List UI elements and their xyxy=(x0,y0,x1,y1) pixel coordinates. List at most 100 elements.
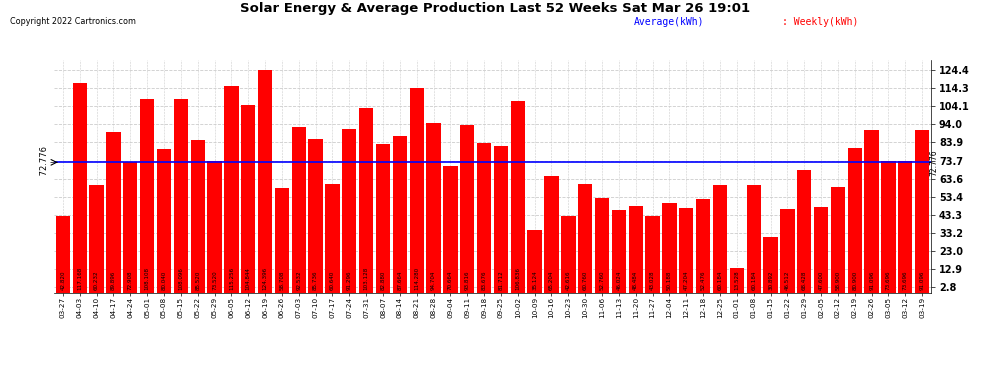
Bar xyxy=(629,206,643,292)
Text: 104.844: 104.844 xyxy=(246,267,250,290)
Text: 80.040: 80.040 xyxy=(161,271,166,290)
Bar xyxy=(915,130,930,292)
Bar xyxy=(343,129,356,292)
Text: 91.096: 91.096 xyxy=(920,270,925,290)
Bar xyxy=(460,125,474,292)
Bar xyxy=(207,161,222,292)
Bar xyxy=(410,88,424,292)
Text: 85.736: 85.736 xyxy=(313,270,318,290)
Text: : Weekly(kWh): : Weekly(kWh) xyxy=(782,17,858,27)
Bar xyxy=(494,146,508,292)
Text: Average(kWh): Average(kWh) xyxy=(634,17,704,27)
Text: 89.896: 89.896 xyxy=(111,271,116,290)
Text: 81.712: 81.712 xyxy=(498,270,504,290)
Text: 91.296: 91.296 xyxy=(346,270,351,290)
Text: 83.676: 83.676 xyxy=(481,270,487,290)
Text: 46.024: 46.024 xyxy=(617,270,622,290)
Text: Copyright 2022 Cartronics.com: Copyright 2022 Cartronics.com xyxy=(10,17,136,26)
Text: 85.520: 85.520 xyxy=(195,270,200,290)
Text: 50.188: 50.188 xyxy=(667,270,672,290)
Bar xyxy=(780,209,795,292)
Text: 42.616: 42.616 xyxy=(566,270,571,290)
Bar xyxy=(713,185,727,292)
Bar xyxy=(847,148,862,292)
Bar xyxy=(797,170,812,292)
Bar xyxy=(173,99,188,292)
Text: 70.664: 70.664 xyxy=(447,270,452,290)
Bar xyxy=(359,108,373,292)
Text: 46.512: 46.512 xyxy=(785,270,790,290)
Bar xyxy=(511,101,525,292)
Text: 30.892: 30.892 xyxy=(768,270,773,290)
Bar xyxy=(696,199,710,292)
Text: 65.204: 65.204 xyxy=(549,270,554,290)
Text: 73.696: 73.696 xyxy=(886,270,891,290)
Bar xyxy=(730,268,744,292)
Bar xyxy=(89,185,104,292)
Bar xyxy=(275,188,289,292)
Bar xyxy=(831,187,845,292)
Bar xyxy=(612,210,626,292)
Text: 93.816: 93.816 xyxy=(464,270,469,290)
Bar xyxy=(763,237,778,292)
Text: 87.664: 87.664 xyxy=(397,270,402,290)
Bar xyxy=(544,176,558,292)
Bar xyxy=(106,132,121,292)
Text: 73.696: 73.696 xyxy=(903,270,908,290)
Bar xyxy=(72,83,87,292)
Text: 58.900: 58.900 xyxy=(836,271,841,290)
Bar xyxy=(427,123,441,292)
Text: 35.124: 35.124 xyxy=(533,270,538,290)
Text: 91.096: 91.096 xyxy=(869,270,874,290)
Text: 80.900: 80.900 xyxy=(852,271,857,290)
Text: 92.532: 92.532 xyxy=(296,270,301,290)
Text: 72.776: 72.776 xyxy=(930,149,939,176)
Bar xyxy=(578,184,592,292)
Bar xyxy=(258,70,272,292)
Bar xyxy=(140,99,154,292)
Text: 72.908: 72.908 xyxy=(128,270,133,290)
Bar xyxy=(898,161,913,292)
Bar xyxy=(528,230,542,292)
Text: 106.836: 106.836 xyxy=(516,267,521,290)
Text: 60.232: 60.232 xyxy=(94,270,99,290)
Bar xyxy=(190,140,205,292)
Text: 115.256: 115.256 xyxy=(229,267,234,290)
Bar xyxy=(595,198,609,292)
Text: 13.528: 13.528 xyxy=(735,270,740,290)
Bar xyxy=(156,149,171,292)
Bar xyxy=(326,184,340,292)
Bar xyxy=(662,203,676,292)
Bar xyxy=(55,216,70,292)
Text: 42.820: 42.820 xyxy=(60,270,65,290)
Text: 124.396: 124.396 xyxy=(262,267,267,290)
Text: 52.760: 52.760 xyxy=(600,270,605,290)
Text: 103.128: 103.128 xyxy=(363,267,368,290)
Bar xyxy=(376,144,390,292)
Text: 68.428: 68.428 xyxy=(802,270,807,290)
Bar xyxy=(679,208,693,292)
Bar xyxy=(746,185,761,292)
Text: Solar Energy & Average Production Last 52 Weeks Sat Mar 26 19:01: Solar Energy & Average Production Last 5… xyxy=(240,2,750,15)
Text: 47.204: 47.204 xyxy=(684,270,689,290)
Text: 43.028: 43.028 xyxy=(650,270,655,290)
Bar xyxy=(292,127,306,292)
Text: 94.704: 94.704 xyxy=(431,270,436,290)
Bar xyxy=(241,105,255,292)
Bar xyxy=(881,161,896,292)
Text: 82.880: 82.880 xyxy=(380,270,385,290)
Bar xyxy=(224,86,239,292)
Bar xyxy=(444,166,457,292)
Text: 117.168: 117.168 xyxy=(77,267,82,290)
Text: 108.096: 108.096 xyxy=(178,267,183,290)
Bar xyxy=(123,162,138,292)
Text: 52.476: 52.476 xyxy=(701,270,706,290)
Bar xyxy=(477,143,491,292)
Text: 60.184: 60.184 xyxy=(718,270,723,290)
Text: 114.280: 114.280 xyxy=(414,267,419,290)
Text: 60.640: 60.640 xyxy=(330,271,335,290)
Text: 48.484: 48.484 xyxy=(634,271,639,290)
Bar xyxy=(309,139,323,292)
Text: 60.760: 60.760 xyxy=(583,270,588,290)
Bar xyxy=(393,136,407,292)
